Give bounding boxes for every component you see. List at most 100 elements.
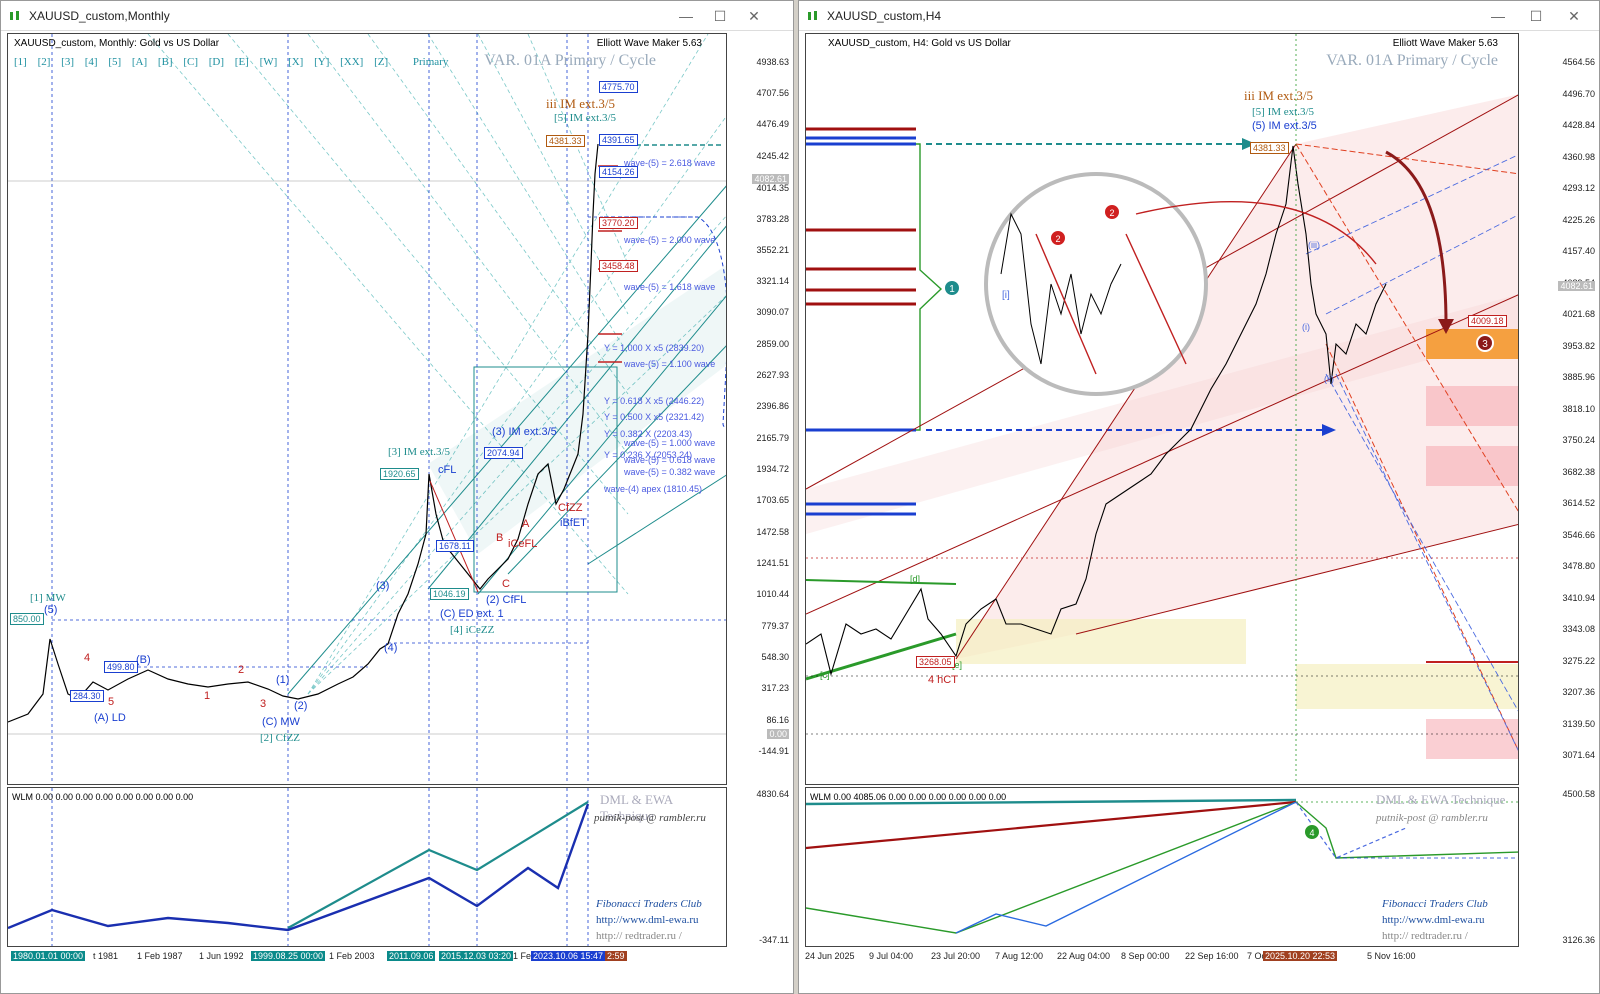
wave-tab[interactable]: [Z] <box>374 56 389 68</box>
window-titlebar[interactable]: XAUUSD_custom,Monthly — ☐ ✕ <box>1 1 793 31</box>
wave-tab[interactable]: [3] <box>61 56 74 68</box>
minimize-button[interactable]: — <box>679 8 693 24</box>
wave-label: (i) <box>1302 322 1310 332</box>
wave-label: cFL <box>438 464 457 476</box>
close-button[interactable]: ✕ <box>1568 8 1580 24</box>
price-tick: 2627.93 <box>756 370 789 380</box>
wave-tab[interactable]: [B] <box>157 56 173 68</box>
minimize-button[interactable]: — <box>1491 8 1505 24</box>
wave-tab[interactable]: [5] <box>108 56 122 68</box>
fib-label: wave-(5) = 2.618 wave <box>624 158 716 168</box>
time-tick: 5 Nov 16:00 <box>1367 951 1416 961</box>
marker-badge[interactable]: 4 <box>1304 824 1320 840</box>
wave-tab[interactable]: [2] <box>37 56 51 68</box>
time-tag: 1999.08.25 00:00 <box>251 951 326 961</box>
wave-tab[interactable]: [A] <box>131 56 148 68</box>
wave-tab[interactable]: [XX] <box>340 56 364 68</box>
wave-tab[interactable]: [W] <box>259 56 278 68</box>
wave-label: (5) <box>44 604 58 616</box>
wave-tab[interactable]: [1] <box>14 56 27 68</box>
indicator-panel[interactable]: WLM 0.00 4085.06 0.00 0.00 0.00 0.00 0.0… <box>805 787 1519 947</box>
monthly-chart-window[interactable]: XAUUSD_custom,Monthly — ☐ ✕ <box>0 0 794 994</box>
price-tick: 3953.82 <box>1562 341 1595 351</box>
wave-label: C <box>502 578 510 590</box>
zero-price-tag: 0.00 <box>767 729 789 739</box>
wave-label: 1 <box>204 690 211 702</box>
indicator-panel[interactable]: WLM 0.00 0.00 0.00 0.00 0.00 0.00 0.00 0… <box>7 787 727 947</box>
wave-tab[interactable]: [E] <box>234 56 249 68</box>
price-tag: 1678.11 <box>436 540 474 552</box>
price-tag: 2074.94 <box>484 447 523 459</box>
fib-label: wave-(5) = 1.000 wave <box>624 438 716 448</box>
credit-ftc: Fibonacci Traders Club <box>1382 898 1488 910</box>
time-tick: 9 Jul 04:00 <box>869 951 914 961</box>
main-chart-area[interactable]: XAUUSD_custom, H4: Gold vs US Dollar Ell… <box>805 33 1519 785</box>
var-label: VAR. 01A Primary / Cycle <box>484 52 656 69</box>
wave-tab[interactable]: [D] <box>208 56 225 68</box>
price-tick: 1703.65 <box>756 495 789 505</box>
price-tick: 4564.56 <box>1562 57 1595 67</box>
credit-url1[interactable]: http://www.dml-ewa.ru <box>1382 914 1485 926</box>
price-tick: 3090.07 <box>756 307 789 317</box>
time-tag: 2025.10.20 22:53 <box>1263 951 1338 961</box>
wave-label: CfZZ <box>558 502 583 514</box>
time-tag: 2:59 <box>605 951 627 961</box>
wave-label: (ii) <box>1324 374 1334 384</box>
price-tick: 3343.08 <box>1562 624 1595 634</box>
current-price-tag: 4082.61 <box>1558 281 1595 291</box>
maximize-button[interactable]: ☐ <box>1529 8 1543 24</box>
credit-url2[interactable]: http:// redtrader.ru / <box>1382 930 1468 942</box>
price-tick: 779.37 <box>761 621 789 631</box>
time-axis[interactable]: 24 Jun 2025 9 Jul 04:00 23 Jul 20:00 7 A… <box>805 949 1519 965</box>
var-label: VAR. 01A Primary / Cycle <box>1326 52 1498 69</box>
credit-url2[interactable]: http:// redtrader.ru / <box>596 930 682 942</box>
wave-label: [2] CfZZ <box>260 732 301 744</box>
marker-badge[interactable]: 1 <box>943 279 961 297</box>
price-tag: 3458.48 <box>599 260 638 272</box>
price-scale[interactable]: 4564.56 4496.70 4428.84 4360.98 4293.12 … <box>1519 33 1599 785</box>
time-axis[interactable]: 1980.01.01 00:00 t 1981 1 Feb 1987 1 Jun… <box>7 949 727 965</box>
marker-badge[interactable]: 2 <box>1104 204 1120 220</box>
wave-label: iii IM ext.3/5 <box>1244 88 1313 103</box>
marker-badge[interactable]: 2 <box>1050 230 1066 246</box>
price-tick: 4830.64 <box>756 789 789 799</box>
indicator-header: WLM 0.00 0.00 0.00 0.00 0.00 0.00 0.00 0… <box>12 792 194 802</box>
wave-label: iCeFL <box>508 538 538 550</box>
maximize-button[interactable]: ☐ <box>713 8 727 24</box>
wave-degree-tabs: [1] [2] [3] [4] [5] [A] [B] [C] [D] [E] … <box>14 56 456 68</box>
price-tick: -347.11 <box>759 935 789 945</box>
fib-label: wave-(5) = 1.100 wave <box>624 359 716 369</box>
wave-label: (3) <box>376 580 390 592</box>
window-titlebar[interactable]: XAUUSD_custom,H4 — ☐ ✕ <box>799 1 1599 31</box>
price-tick: 4157.40 <box>1562 246 1595 256</box>
wave-tab[interactable]: [Y] <box>314 56 330 68</box>
price-tick: 4225.26 <box>1562 215 1595 225</box>
price-chart-svg <box>8 34 726 784</box>
wave-tab[interactable]: [C] <box>183 56 199 68</box>
price-tick: 317.23 <box>761 683 789 693</box>
time-tick: 7 Oc <box>1247 951 1267 961</box>
price-chart-svg <box>806 34 1518 784</box>
price-tag: 1046.19 <box>430 588 469 600</box>
price-tick: 3321.14 <box>756 276 789 286</box>
wave-tab[interactable]: [X] <box>288 56 304 68</box>
time-tick: 1 Jun 1992 <box>199 951 244 961</box>
price-tick: 3614.52 <box>1562 498 1595 508</box>
credit-url1[interactable]: http://www.dml-ewa.ru <box>596 914 699 926</box>
price-tag: 284.30 <box>70 690 104 702</box>
wave-tab[interactable]: Primary <box>412 56 449 68</box>
price-scale[interactable]: 4938.63 4707.56 4476.49 4245.42 4014.35 … <box>727 33 793 785</box>
marker-badge[interactable]: 3 <box>1476 334 1494 352</box>
close-button[interactable]: ✕ <box>748 8 760 24</box>
main-chart-area[interactable]: XAUUSD_custom, Monthly: Gold vs US Dolla… <box>7 33 727 785</box>
wave-tab[interactable]: [4] <box>84 56 98 68</box>
price-tag: 4154.26 <box>599 166 638 178</box>
wave-label: (2) CfFL <box>486 594 527 606</box>
price-tick: 4938.63 <box>756 57 789 67</box>
time-tick: 1 Fe <box>513 951 532 961</box>
wave-label: [d] <box>910 574 921 584</box>
h4-chart-window[interactable]: XAUUSD_custom,H4 — ☐ ✕ <box>798 0 1600 994</box>
wave-label: 3 <box>260 698 267 710</box>
wave-label: [i] <box>1002 290 1010 301</box>
fib-label: wave-(4) apex (1810.45) <box>604 484 703 494</box>
